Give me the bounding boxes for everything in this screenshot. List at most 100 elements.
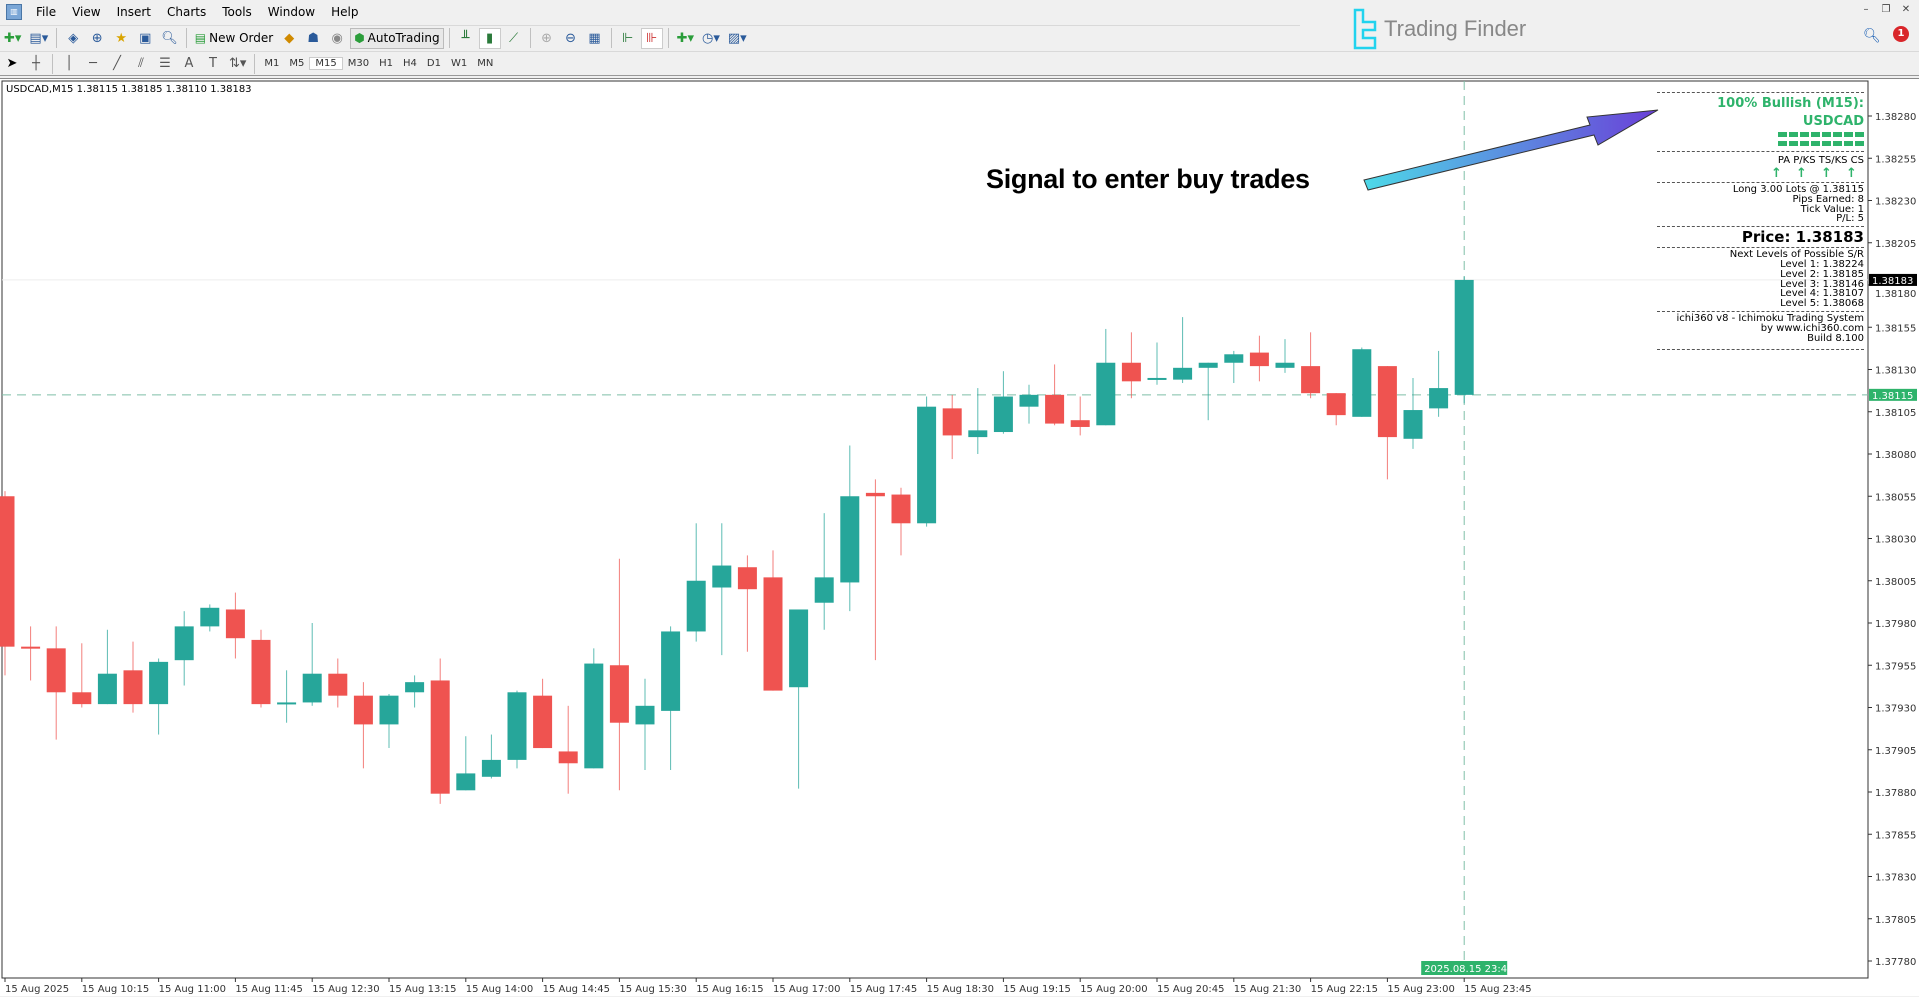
menu-view[interactable]: View: [72, 5, 101, 19]
separator: [610, 28, 612, 48]
bullish-candle: [789, 609, 809, 688]
indicators-icon[interactable]: ✚▾: [676, 30, 694, 46]
crosshair-icon[interactable]: ┼: [32, 56, 40, 71]
app-icon: ▥: [6, 4, 22, 20]
timeframe-mn[interactable]: MN: [477, 58, 494, 69]
bearish-candle: [1249, 352, 1269, 367]
bar-chart-icon[interactable]: ╨: [461, 30, 470, 46]
timeframe-d1[interactable]: D1: [426, 58, 441, 69]
equidistant-channel-icon[interactable]: ⫽: [138, 56, 144, 71]
strength-square: [1833, 141, 1842, 146]
y-tick-label: 1.38280: [1875, 112, 1916, 123]
menu-help[interactable]: Help: [331, 5, 359, 19]
search-icon[interactable]: 🔍︎: [1863, 28, 1881, 44]
y-tick-label: 1.37830: [1875, 873, 1916, 884]
timeframe-m1[interactable]: M1: [264, 58, 280, 69]
strategy-tester-icon[interactable]: 🔍︎: [161, 30, 178, 46]
y-tick-label: 1.38080: [1875, 450, 1916, 461]
bullish-candle: [686, 580, 706, 632]
levels-title: Next Levels of Possible S/R: [1729, 249, 1864, 261]
bullish-candle: [1173, 367, 1193, 380]
signal-arrows: ↑ ↑ ↑ ↑: [1657, 167, 1864, 180]
bearish-candle: [942, 408, 962, 436]
autotrading-button[interactable]: ⬢ AutoTrading: [350, 27, 444, 49]
build-number: Build 8.100: [1807, 332, 1864, 344]
notification-badge[interactable]: 1: [1893, 26, 1909, 42]
arrow-up-icon: ↑: [1846, 166, 1857, 181]
terminal-icon[interactable]: ▣: [139, 30, 152, 46]
current-price: Price: 1.38183: [1741, 228, 1864, 247]
candlestick-chart-icon[interactable]: ▮: [478, 27, 501, 49]
restore-icon[interactable]: ❐: [1881, 4, 1891, 15]
vertical-line-icon[interactable]: │: [65, 56, 73, 71]
text-label-icon[interactable]: T: [209, 56, 217, 71]
x-tick-label: 15 Aug 14:45: [543, 984, 610, 995]
line-chart-icon[interactable]: ⟋: [509, 30, 519, 46]
horizontal-line-icon[interactable]: ─: [89, 56, 97, 71]
timeframe-m15[interactable]: M15: [309, 57, 343, 70]
timeframe-m5[interactable]: M5: [289, 58, 305, 69]
arrows-icon[interactable]: ⇅▾: [229, 56, 247, 71]
data-window-icon[interactable]: ⊕: [91, 30, 103, 46]
tile-windows-icon[interactable]: ▦: [588, 30, 601, 46]
menu-insert[interactable]: Insert: [116, 5, 151, 19]
metaeditor-icon[interactable]: ◆: [284, 30, 295, 46]
menu-file[interactable]: File: [36, 5, 57, 19]
strength-square: [1778, 141, 1787, 146]
bullish-candle: [174, 626, 194, 661]
separator: [529, 28, 531, 48]
bearish-candle: [1301, 366, 1321, 394]
menu-window[interactable]: Window: [267, 5, 316, 19]
chart-shift-icon[interactable]: ⊩: [621, 30, 634, 46]
signals-icon[interactable]: ☗: [307, 30, 320, 46]
periods-icon[interactable]: ◷▾: [701, 30, 720, 46]
timeframe-w1[interactable]: W1: [450, 58, 468, 69]
minimize-icon[interactable]: –: [1863, 4, 1869, 15]
y-tick-label: 1.37980: [1875, 619, 1916, 630]
strength-square: [1811, 132, 1820, 137]
x-tick-label: 15 Aug 14:00: [466, 984, 533, 995]
chart-window[interactable]: 1.38280 1.38255 1.38230 1.38205 1.38180 1.381…: [0, 78, 1919, 996]
autoscroll-icon[interactable]: ⊪: [640, 27, 663, 49]
market-icon[interactable]: ◉: [331, 30, 343, 46]
menu-charts[interactable]: Charts: [167, 5, 207, 19]
new-order-button[interactable]: ▤ New Order: [192, 28, 276, 49]
bullish-candle: [302, 673, 322, 703]
x-tick-label: 15 Aug 12:30: [312, 984, 379, 995]
menu-tools[interactable]: Tools: [222, 5, 252, 19]
strength-square: [1844, 132, 1853, 137]
fibonacci-icon[interactable]: ☰: [159, 56, 171, 71]
y-tick-label: 1.37905: [1875, 746, 1916, 757]
bullish-candle: [661, 631, 681, 711]
position-price-label: 1.38115: [1872, 391, 1913, 402]
bearish-candle: [1121, 362, 1141, 382]
market-watch-icon[interactable]: ◈: [68, 30, 79, 46]
close-icon[interactable]: ✕: [1901, 4, 1911, 15]
zoom-in-icon[interactable]: ⊕: [541, 30, 553, 46]
timeframe-h4[interactable]: H4: [403, 58, 417, 69]
timeframe-h1[interactable]: H1: [379, 58, 394, 69]
bearish-candle: [123, 670, 143, 705]
x-tick-label: 15 Aug 20:00: [1080, 984, 1147, 995]
strength-row: [1657, 131, 1864, 140]
trendline-icon[interactable]: ╱: [113, 56, 121, 71]
new-chart-icon[interactable]: ✚▾: [4, 30, 22, 46]
y-tick-label: 1.38205: [1875, 239, 1916, 250]
bullish-candle: [481, 759, 501, 777]
y-tick-label: 1.38105: [1875, 408, 1916, 419]
bearish-candle: [737, 567, 757, 590]
profiles-icon[interactable]: ▤▾: [29, 30, 49, 46]
divider: [1657, 310, 1864, 312]
text-icon[interactable]: A: [184, 56, 194, 71]
bearish-candle: [328, 673, 348, 696]
timeframe-m30[interactable]: M30: [347, 58, 370, 69]
price-chart[interactable]: 1.38280 1.38255 1.38230 1.38205 1.38180 1.381…: [0, 79, 1919, 997]
level-4: Level 4: 1.38107: [1780, 288, 1864, 300]
zoom-out-icon[interactable]: ⊖: [565, 30, 577, 46]
templates-icon[interactable]: ▨▾: [727, 30, 747, 46]
navigator-icon[interactable]: ★: [115, 30, 128, 46]
cursor-icon[interactable]: ➤: [6, 56, 18, 71]
bullish-candle: [1198, 362, 1218, 368]
bearish-candle: [558, 751, 578, 764]
standard-toolbar: ✚▾ ▤▾ ◈ ⊕ ★ ▣ 🔍︎ ▤ New Order ◆ ☗ ◉ ⬢ AutoT…: [0, 25, 1300, 50]
